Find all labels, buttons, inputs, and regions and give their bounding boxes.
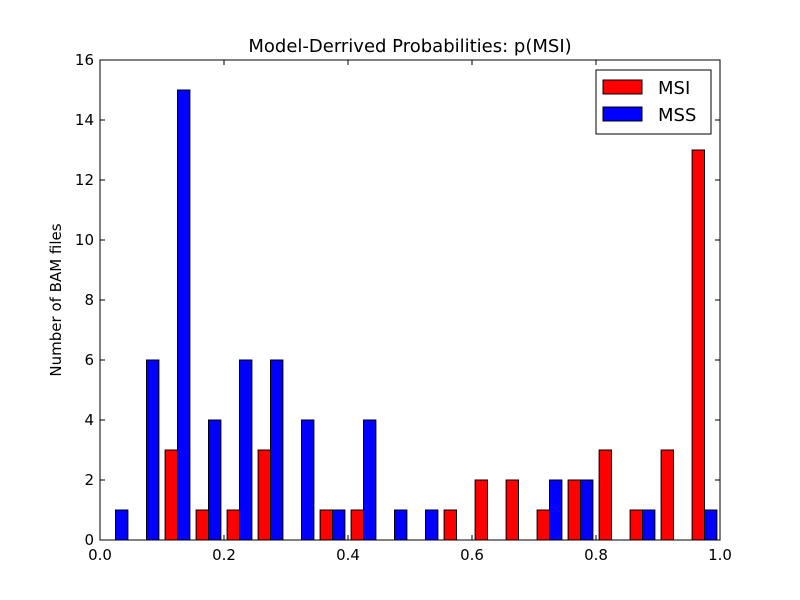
y-tick-label: 2 xyxy=(84,471,94,489)
bar-mss-bin-3 xyxy=(208,419,222,541)
y-tick-label: 4 xyxy=(84,411,94,429)
bar-msi-bin-8 xyxy=(350,509,365,541)
bar-msi-bin-19 xyxy=(691,149,705,541)
legend: MSI MSS xyxy=(595,69,712,135)
bar-mss-bin-19 xyxy=(704,509,718,541)
bar-mss-bin-5 xyxy=(270,359,284,541)
x-tick-label: 1.0 xyxy=(708,546,732,564)
y-tick-label: 16 xyxy=(75,51,94,69)
bar-msi-bin-18 xyxy=(660,449,674,541)
bar-mss-bin-15 xyxy=(580,479,594,541)
plot-frame xyxy=(99,59,721,541)
bar-msi-bin-13 xyxy=(505,479,520,541)
bar-msi-bin-3 xyxy=(195,509,210,541)
bar-mss-bin-2 xyxy=(177,89,191,541)
y-tick-label: 14 xyxy=(75,111,94,129)
legend-swatch-mss xyxy=(602,106,643,122)
bar-msi-bin-5 xyxy=(257,449,272,541)
x-tick-label: 0.2 xyxy=(212,546,236,564)
bar-mss-bin-17 xyxy=(642,509,656,541)
legend-swatch-msi xyxy=(602,79,643,95)
bar-msi-bin-16 xyxy=(598,449,612,541)
bar-mss-bin-1 xyxy=(146,359,160,541)
bar-mss-bin-0 xyxy=(115,509,129,541)
y-tick-label: 8 xyxy=(84,291,94,309)
bar-msi-bin-4 xyxy=(226,509,241,541)
bar-mss-bin-14 xyxy=(549,479,563,541)
bar-msi-bin-7 xyxy=(319,509,334,541)
bar-msi-bin-14 xyxy=(536,509,550,541)
x-tick-label: 0.0 xyxy=(88,546,112,564)
bar-msi-bin-17 xyxy=(629,509,643,541)
bar-mss-bin-9 xyxy=(394,509,408,541)
bar-mss-bin-7 xyxy=(332,509,346,541)
bar-mss-bin-8 xyxy=(363,419,377,541)
y-tick-label: 6 xyxy=(84,351,94,369)
bars-layer xyxy=(115,89,718,541)
y-tick-label: 0 xyxy=(84,531,94,549)
y-axis-label: Number of BAM files xyxy=(47,223,65,376)
y-tick-label: 10 xyxy=(75,231,94,249)
legend-label-mss: MSS xyxy=(658,105,696,126)
bar-msi-bin-2 xyxy=(164,449,179,541)
bar-mss-bin-10 xyxy=(425,509,439,541)
bar-msi-bin-11 xyxy=(443,509,458,541)
chart-title: Model-Derrived Probabilities: p(MSI) xyxy=(248,36,571,57)
bar-mss-bin-4 xyxy=(239,359,253,541)
y-tick-label: 12 xyxy=(75,171,94,189)
bar-mss-bin-6 xyxy=(301,419,315,541)
bar-msi-bin-12 xyxy=(474,479,489,541)
x-tick-label: 0.6 xyxy=(460,546,484,564)
x-tick-label: 0.4 xyxy=(336,546,360,564)
legend-label-msi: MSI xyxy=(658,78,690,99)
bar-msi-bin-15 xyxy=(567,479,581,541)
ticks-layer: 0.0 0.2 0.4 0.6 0.8 1.0 0 2 4 6 8 10 12 14 16 xyxy=(75,51,732,564)
x-tick-label: 0.8 xyxy=(584,546,608,564)
